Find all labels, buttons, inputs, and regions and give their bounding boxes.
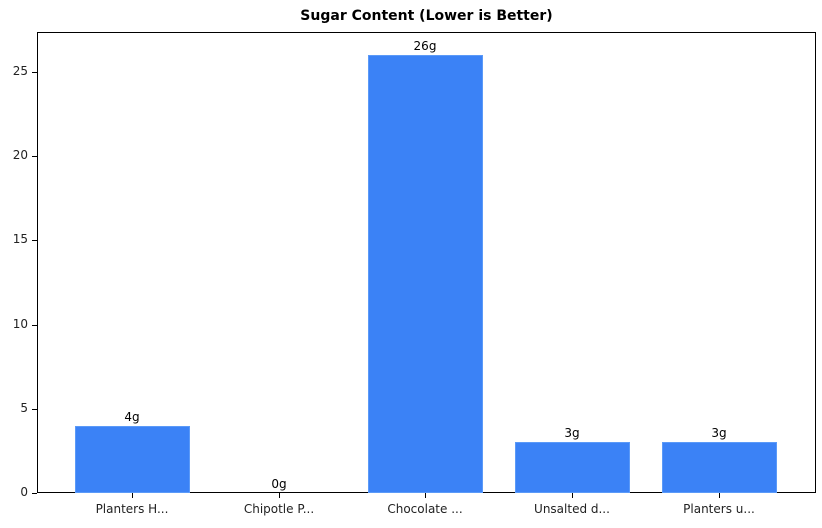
x-tick xyxy=(279,493,280,498)
y-tick xyxy=(32,72,37,73)
value-label: 3g xyxy=(564,426,580,441)
y-tick xyxy=(32,493,37,494)
y-tick-label: 15 xyxy=(12,232,28,247)
x-tick xyxy=(132,493,133,498)
value-label: 0g xyxy=(271,477,287,491)
y-tick-label: 5 xyxy=(20,400,28,415)
y-tick-label: 10 xyxy=(12,316,28,331)
y-tick-label: 25 xyxy=(12,64,28,78)
x-tick-label: Planters H... xyxy=(95,502,169,516)
x-tick-label: Unsalted d... xyxy=(534,502,610,516)
y-tick-label: 20 xyxy=(12,148,28,163)
x-tick-label: Chipotle P... xyxy=(243,502,315,516)
x-tick-label: Planters u... xyxy=(683,502,755,516)
y-tick-label: 0 xyxy=(20,485,28,499)
bar xyxy=(74,425,190,493)
y-tick xyxy=(32,324,37,326)
bar xyxy=(661,442,777,493)
x-tick xyxy=(719,493,720,498)
value-label: 26g xyxy=(413,39,437,54)
value-label: 4g xyxy=(124,409,140,424)
y-tick xyxy=(32,408,37,410)
bar xyxy=(514,442,630,493)
x-tick-label: Chocolate ... xyxy=(387,502,463,516)
bar xyxy=(367,55,483,493)
x-tick xyxy=(425,493,426,498)
y-tick xyxy=(32,156,37,158)
chart-title: Sugar Content (Lower is Better) xyxy=(300,8,553,24)
value-label: 3g xyxy=(711,426,727,441)
y-tick xyxy=(32,240,37,242)
x-tick xyxy=(572,493,573,498)
